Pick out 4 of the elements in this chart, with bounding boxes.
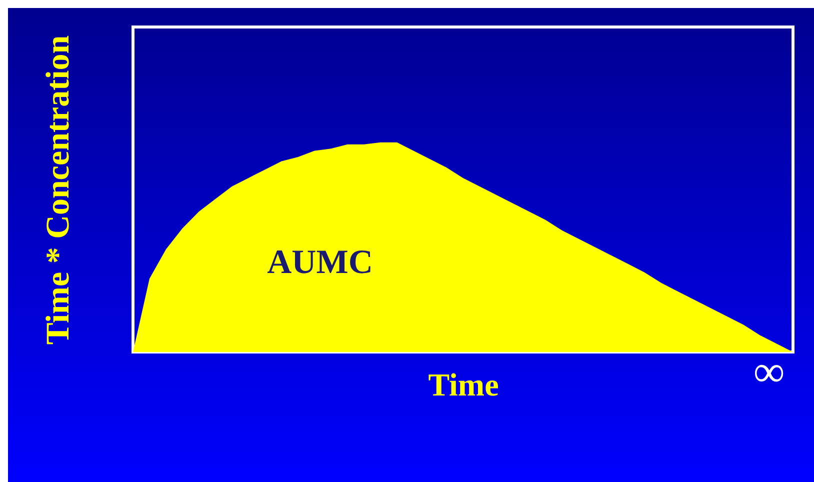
annotation: AUMC [267, 244, 373, 281]
annotation: ∞ [753, 347, 785, 396]
y-axis-title: Time * Concentration [40, 35, 76, 345]
x-axis-title: Time [428, 366, 499, 402]
